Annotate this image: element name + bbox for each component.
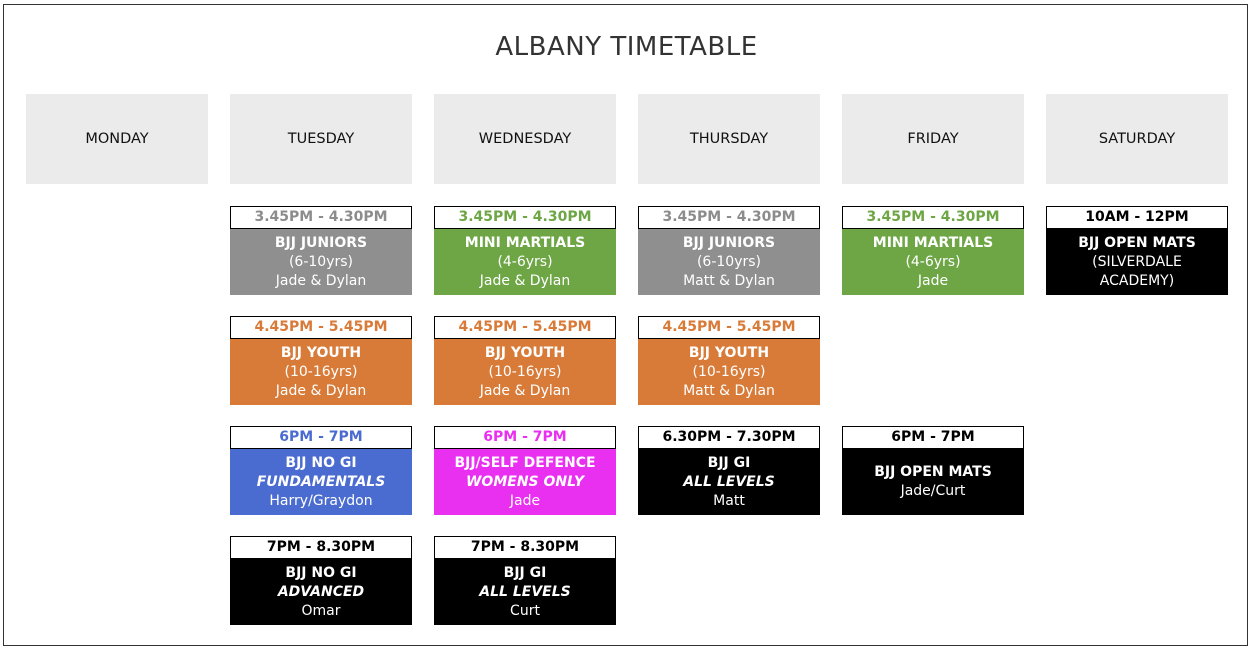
class-detail-line: (10-16yrs) — [692, 363, 766, 380]
day-column-wednesday: WEDNESDAY 3.45PM - 4.30PM MINI MARTIALS (4-… — [434, 94, 616, 625]
day-header: THURSDAY — [638, 94, 820, 184]
class-detail-line: Jade — [917, 272, 949, 289]
day-column-tuesday: TUESDAY 3.45PM - 4.30PM BJJ JUNIORS (6-10yr… — [230, 94, 412, 625]
day-header: SATURDAY — [1046, 94, 1228, 184]
class-detail-line: FUNDAMENTALS — [256, 473, 386, 490]
class-detail-line: ALL LEVELS — [683, 473, 775, 490]
class-detail-line: Omar — [301, 602, 341, 619]
class-detail-line: (4-6yrs) — [905, 253, 961, 270]
class-detail-line: (6-10yrs) — [288, 253, 354, 270]
class-detail-line: Matt — [713, 492, 745, 509]
class-details: BJJ JUNIORS (6-10yrs) Jade & Dylan — [230, 229, 412, 295]
class-detail-line: Jade/Curt — [900, 483, 966, 499]
class-details: MINI MARTIALS (4-6yrs) Jade & Dylan — [434, 229, 616, 295]
class-name: BJJ GI — [503, 564, 547, 581]
class-card[interactable]: 6.30PM - 7.30PM BJJ GI ALL LEVELS Matt — [638, 426, 820, 515]
class-detail-line: (4-6yrs) — [497, 253, 553, 270]
class-detail-line: Matt & Dylan — [683, 382, 775, 399]
class-detail-line: (10-16yrs) — [488, 363, 562, 380]
class-card[interactable]: 4.45PM - 5.45PM BJJ YOUTH (10-16yrs) Matt &… — [638, 316, 820, 405]
class-detail-line: Jade — [509, 492, 541, 509]
day-header: MONDAY — [26, 94, 208, 184]
class-detail-line: Matt & Dylan — [683, 272, 775, 289]
class-time: 3.45PM - 4.30PM — [842, 206, 1024, 229]
class-name: MINI MARTIALS — [872, 234, 994, 251]
class-name: BJJ GI — [707, 454, 751, 471]
class-name: BJJ OPEN MATS — [1078, 234, 1196, 251]
class-details: BJJ NO GI ADVANCED Omar — [230, 559, 412, 625]
day-column-saturday: SATURDAY 10AM - 12PM BJJ OPEN MATS (SILVERD… — [1046, 94, 1228, 295]
class-time: 4.45PM - 5.45PM — [434, 316, 616, 339]
class-details: BJJ GI ALL LEVELS Matt — [638, 449, 820, 515]
day-column-thursday: THURSDAY 3.45PM - 4.30PM BJJ JUNIORS (6-10y… — [638, 94, 820, 515]
day-column-friday: FRIDAY 3.45PM - 4.30PM MINI MARTIALS (4-6yr… — [842, 94, 1024, 515]
class-detail-line: ADVANCED — [277, 583, 365, 600]
class-detail-line: WOMENS ONLY — [465, 473, 584, 490]
class-card[interactable]: 6PM - 7PM BJJ OPEN MATS Jade/Curt — [842, 426, 1024, 515]
class-time: 4.45PM - 5.45PM — [230, 316, 412, 339]
class-name: BJJ YOUTH — [484, 344, 566, 361]
class-detail-line: Harry/Graydon — [269, 492, 373, 509]
day-header: FRIDAY — [842, 94, 1024, 184]
class-time: 3.45PM - 4.30PM — [434, 206, 616, 229]
class-card[interactable]: 4.45PM - 5.45PM BJJ YOUTH (10-16yrs) Jade &… — [230, 316, 412, 405]
class-detail-line: ALL LEVELS — [479, 583, 571, 600]
class-detail-line: Jade & Dylan — [479, 272, 571, 289]
class-time: 4.45PM - 5.45PM — [638, 316, 820, 339]
day-column-monday: MONDAY — [26, 94, 208, 184]
class-details: BJJ JUNIORS (6-10yrs) Matt & Dylan — [638, 229, 820, 295]
class-name: MINI MARTIALS — [464, 234, 586, 251]
page-title: ALBANY TIMETABLE — [495, 32, 758, 62]
class-detail-line: Jade & Dylan — [479, 382, 571, 399]
day-header: WEDNESDAY — [434, 94, 616, 184]
class-time: 6.30PM - 7.30PM — [638, 426, 820, 449]
class-details: BJJ YOUTH (10-16yrs) Matt & Dylan — [638, 339, 820, 405]
class-name: BJJ NO GI — [285, 564, 357, 581]
class-card[interactable]: 6PM - 7PM BJJ NO GI FUNDAMENTALS Harry/Gray… — [230, 426, 412, 515]
class-time: 6PM - 7PM — [434, 426, 616, 449]
class-name: BJJ JUNIORS — [682, 234, 776, 251]
class-name: BJJ YOUTH — [280, 344, 362, 361]
class-details: BJJ NO GI FUNDAMENTALS Harry/Graydon — [230, 449, 412, 515]
class-detail-line: Jade & Dylan — [275, 272, 367, 289]
class-card[interactable]: 4.45PM - 5.45PM BJJ YOUTH (10-16yrs) Jade &… — [434, 316, 616, 405]
day-header: TUESDAY — [230, 94, 412, 184]
class-time: 6PM - 7PM — [842, 426, 1024, 449]
class-detail-line: (10-16yrs) — [284, 363, 358, 380]
class-details: BJJ/SELF DEFENCE WOMENS ONLY Jade — [434, 449, 616, 515]
timetable-frame — [3, 4, 1248, 646]
class-details: MINI MARTIALS (4-6yrs) Jade — [842, 229, 1024, 295]
class-time: 3.45PM - 4.30PM — [638, 206, 820, 229]
class-name: BJJ JUNIORS — [274, 234, 368, 251]
class-card[interactable]: 7PM - 8.30PM BJJ GI ALL LEVELS Curt — [434, 536, 616, 625]
class-card[interactable]: 3.45PM - 4.30PM BJJ JUNIORS (6-10yrs) Jade … — [230, 206, 412, 295]
class-name: BJJ NO GI — [285, 454, 357, 471]
class-card[interactable]: 3.45PM - 4.30PM MINI MARTIALS (4-6yrs) Jade — [842, 206, 1024, 295]
class-detail-line: (SILVERDALE — [1092, 253, 1182, 270]
class-card[interactable]: 7PM - 8.30PM BJJ NO GI ADVANCED Omar — [230, 536, 412, 625]
class-details: BJJ GI ALL LEVELS Curt — [434, 559, 616, 625]
class-time: 7PM - 8.30PM — [230, 536, 412, 559]
class-name: BJJ OPEN MATS — [874, 464, 992, 480]
class-time: 6PM - 7PM — [230, 426, 412, 449]
class-card[interactable]: 10AM - 12PM BJJ OPEN MATS (SILVERDALE ACADE… — [1046, 206, 1228, 295]
class-card[interactable]: 3.45PM - 4.30PM MINI MARTIALS (4-6yrs) Jade… — [434, 206, 616, 295]
class-card[interactable]: 3.45PM - 4.30PM BJJ JUNIORS (6-10yrs) Matt … — [638, 206, 820, 295]
class-time: 10AM - 12PM — [1046, 206, 1228, 229]
class-detail-line: Curt — [510, 602, 540, 619]
class-card[interactable]: 6PM - 7PM BJJ/SELF DEFENCE WOMENS ONLY Jade — [434, 426, 616, 515]
class-details: BJJ YOUTH (10-16yrs) Jade & Dylan — [434, 339, 616, 405]
class-detail-line: (6-10yrs) — [696, 253, 762, 270]
class-time: 7PM - 8.30PM — [434, 536, 616, 559]
class-details: BJJ YOUTH (10-16yrs) Jade & Dylan — [230, 339, 412, 405]
class-details: BJJ OPEN MATS Jade/Curt — [842, 449, 1024, 515]
class-detail-line: ACADEMY) — [1099, 272, 1175, 289]
class-details: BJJ OPEN MATS (SILVERDALE ACADEMY) — [1046, 229, 1228, 295]
class-time: 3.45PM - 4.30PM — [230, 206, 412, 229]
class-name: BJJ YOUTH — [688, 344, 770, 361]
class-detail-line: Jade & Dylan — [275, 382, 367, 399]
class-name: BJJ/SELF DEFENCE — [454, 454, 596, 471]
